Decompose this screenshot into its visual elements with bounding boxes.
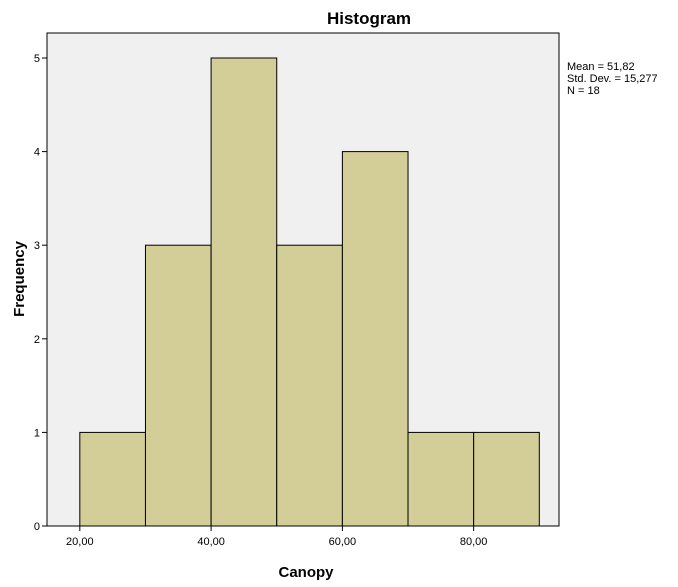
y-tick-label: 4	[34, 147, 40, 159]
y-axis-label: Frequency	[11, 240, 28, 317]
bars-layer	[79, 57, 540, 527]
y-tick-label: 0	[34, 521, 40, 533]
y-tick-label: 3	[34, 240, 40, 252]
y-tick-label: 2	[34, 334, 40, 346]
histogram-bar-3	[210, 57, 278, 527]
histogram-bar-4	[276, 244, 343, 527]
stats-n: N = 18	[567, 85, 600, 97]
stats-box: Mean = 51,82 Std. Dev. = 15,277 N = 18	[567, 61, 658, 97]
stats-std-dev: Std. Dev. = 15,277	[567, 73, 658, 85]
x-tick-label: 60,00	[329, 536, 357, 548]
histogram-bar-2	[144, 244, 212, 527]
histogram-bar-7	[473, 431, 540, 527]
axes-layer: 0 1 2 3 4 5 20,00 40,00 60,00 80,00	[34, 53, 488, 548]
histogram-bar-1	[79, 431, 146, 527]
histogram-bar-5	[341, 151, 409, 527]
chart-title: Histogram	[327, 9, 411, 28]
histogram-bar-6	[407, 431, 475, 527]
x-tick-label: 20,00	[66, 536, 94, 548]
y-tick-label: 5	[34, 53, 40, 65]
x-axis-label: Canopy	[278, 564, 334, 581]
y-tick-label: 1	[34, 427, 40, 439]
stats-mean: Mean = 51,82	[567, 61, 635, 73]
x-tick-label: 80,00	[460, 536, 488, 548]
x-tick-label: 40,00	[197, 536, 225, 548]
